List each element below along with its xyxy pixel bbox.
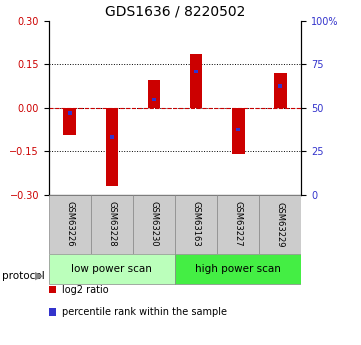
Text: protocol: protocol <box>2 271 44 281</box>
Bar <box>68 111 72 115</box>
Bar <box>91 195 133 254</box>
Bar <box>152 98 156 101</box>
Bar <box>133 195 175 254</box>
Bar <box>190 54 203 108</box>
Bar <box>49 195 91 254</box>
Bar <box>194 70 198 73</box>
Text: low power scan: low power scan <box>71 264 152 274</box>
Title: GDS1636 / 8220502: GDS1636 / 8220502 <box>105 4 245 18</box>
Bar <box>236 128 240 131</box>
Bar <box>217 195 259 254</box>
Text: percentile rank within the sample: percentile rank within the sample <box>62 307 227 317</box>
Bar <box>274 73 287 108</box>
Bar <box>49 254 175 284</box>
Bar <box>110 135 114 139</box>
Text: GSM63228: GSM63228 <box>108 201 116 247</box>
Text: high power scan: high power scan <box>195 264 281 274</box>
Bar <box>64 108 76 135</box>
Bar <box>148 80 160 108</box>
Bar <box>175 195 217 254</box>
Text: GSM63226: GSM63226 <box>65 201 74 247</box>
Bar <box>259 195 301 254</box>
Text: GSM63163: GSM63163 <box>192 201 201 247</box>
Bar <box>105 108 118 186</box>
Text: log2 ratio: log2 ratio <box>62 285 108 295</box>
Text: GSM63227: GSM63227 <box>234 201 243 247</box>
Text: GSM63229: GSM63229 <box>276 201 285 247</box>
Bar <box>175 254 301 284</box>
Text: GSM63230: GSM63230 <box>149 201 158 247</box>
Bar <box>232 108 245 154</box>
Text: ▶: ▶ <box>35 271 43 281</box>
Bar <box>278 84 282 88</box>
